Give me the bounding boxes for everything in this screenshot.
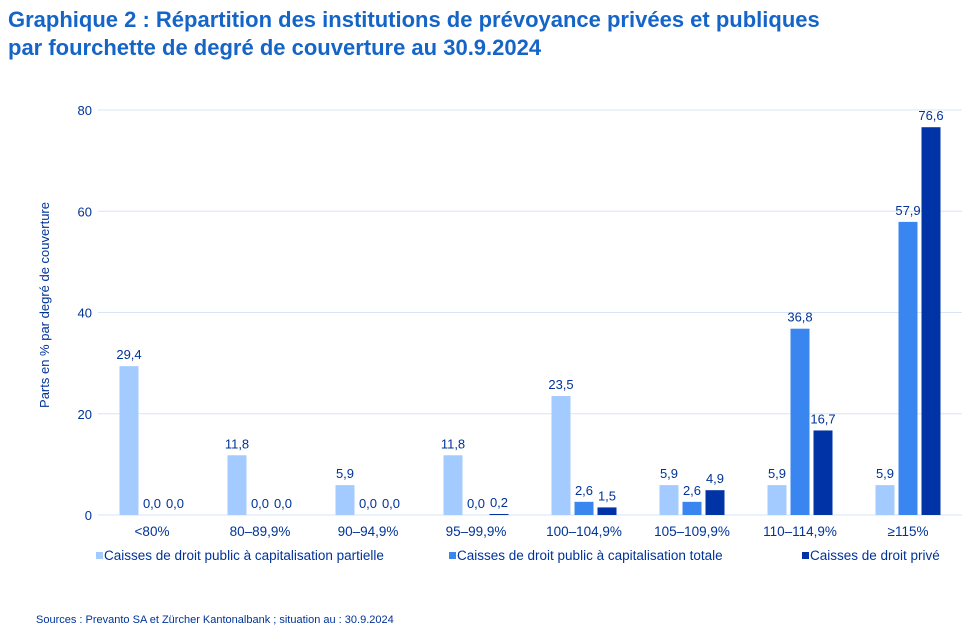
bar-chart: 0 20 40 60 80 Parts en % par degré de couvert… bbox=[37, 103, 962, 563]
legend-swatch bbox=[802, 552, 809, 559]
data-label: 0,0 bbox=[359, 496, 377, 511]
data-label: 36,8 bbox=[787, 310, 812, 325]
x-tick-label: 80–89,9% bbox=[230, 524, 291, 539]
chart-title-line-2: par fourchette de degré de couverture au… bbox=[8, 35, 542, 60]
x-tick-label: 90–94,9% bbox=[338, 524, 399, 539]
y-tick-label: 20 bbox=[78, 407, 92, 422]
bar bbox=[227, 455, 247, 515]
bar bbox=[551, 396, 571, 515]
data-label: 5,9 bbox=[660, 466, 678, 481]
data-label: 29,4 bbox=[116, 347, 141, 362]
bar bbox=[875, 485, 895, 515]
chart-title-line-1: Graphique 2 : Répartition des institutio… bbox=[8, 7, 820, 32]
data-label: 0,0 bbox=[143, 496, 161, 511]
bar bbox=[443, 455, 463, 515]
bar bbox=[898, 221, 918, 515]
bar bbox=[574, 501, 594, 515]
bar bbox=[335, 485, 355, 515]
y-tick-label: 60 bbox=[78, 204, 92, 219]
source-note: Sources : Prevanto SA et Zürcher Kantona… bbox=[36, 614, 394, 626]
y-tick-label: 0 bbox=[85, 508, 92, 523]
bar bbox=[813, 430, 833, 515]
data-label: 0,0 bbox=[274, 496, 292, 511]
bar bbox=[790, 328, 810, 515]
y-tick-label: 40 bbox=[78, 306, 92, 321]
legend-swatch bbox=[449, 552, 456, 559]
bar bbox=[705, 490, 725, 515]
x-tick-label: 105–109,9% bbox=[654, 524, 730, 539]
data-label: 11,8 bbox=[225, 436, 249, 451]
bar bbox=[659, 485, 679, 515]
bar bbox=[489, 513, 509, 515]
data-label: 2,6 bbox=[683, 483, 701, 498]
x-tick-label: ≥115% bbox=[888, 524, 929, 539]
bar bbox=[119, 366, 139, 515]
data-label: 5,9 bbox=[336, 466, 354, 481]
data-label: 11,8 bbox=[441, 436, 465, 451]
y-axis-label: Parts en % par degré de couverture bbox=[37, 202, 52, 408]
data-label: 0,0 bbox=[166, 496, 184, 511]
legend-label: Caisses de droit privé bbox=[810, 548, 940, 563]
legend-swatch bbox=[96, 552, 103, 559]
bar bbox=[767, 485, 787, 515]
bar bbox=[921, 127, 941, 516]
data-label: 0,0 bbox=[251, 496, 269, 511]
data-label: 57,9 bbox=[895, 203, 920, 218]
bar bbox=[597, 507, 617, 515]
y-tick-label: 80 bbox=[78, 103, 92, 118]
data-label: 0,0 bbox=[382, 496, 400, 511]
data-label: 5,9 bbox=[876, 466, 894, 481]
x-tick-label: <80% bbox=[135, 524, 170, 539]
bar bbox=[682, 501, 702, 515]
data-label: 76,6 bbox=[918, 108, 943, 123]
data-label: 0,2 bbox=[490, 495, 508, 510]
data-label: 1,5 bbox=[598, 488, 616, 503]
legend-label: Caisses de droit public à capitalisation… bbox=[104, 548, 384, 563]
data-label: 4,9 bbox=[706, 471, 724, 486]
data-label: 0,0 bbox=[467, 496, 485, 511]
data-label: 5,9 bbox=[768, 466, 786, 481]
chart-title: Graphique 2 : Répartition des institutio… bbox=[8, 6, 968, 62]
legend-label: Caisses de droit public à capitalisation… bbox=[457, 548, 723, 563]
data-label: 2,6 bbox=[575, 483, 593, 498]
x-tick-label: 95–99,9% bbox=[446, 524, 507, 539]
x-tick-label: 100–104,9% bbox=[546, 524, 622, 539]
x-tick-label: 110–114,9% bbox=[763, 524, 837, 539]
data-label: 16,7 bbox=[810, 411, 835, 426]
data-label: 23,5 bbox=[548, 377, 573, 392]
